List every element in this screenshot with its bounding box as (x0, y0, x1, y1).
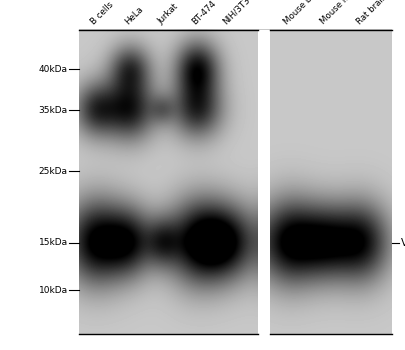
Text: Jurkat: Jurkat (156, 2, 180, 26)
Text: 15kDa: 15kDa (38, 238, 68, 247)
Text: B cells: B cells (89, 0, 115, 26)
Text: Mouse lung: Mouse lung (318, 0, 359, 26)
Bar (269, 30, 391, 334)
Text: VAMP4: VAMP4 (400, 238, 405, 248)
Bar (79, 30, 257, 334)
Text: 25kDa: 25kDa (39, 167, 68, 176)
Text: 40kDa: 40kDa (39, 65, 68, 74)
Text: 10kDa: 10kDa (38, 286, 68, 295)
Text: 35kDa: 35kDa (38, 106, 68, 115)
Text: BT-474: BT-474 (190, 0, 217, 26)
Text: Rat brain: Rat brain (354, 0, 388, 26)
Text: NIH/3T3: NIH/3T3 (220, 0, 251, 26)
Text: HeLa: HeLa (123, 5, 145, 26)
Bar (257, 30, 269, 334)
Text: Mouse brain: Mouse brain (281, 0, 325, 26)
